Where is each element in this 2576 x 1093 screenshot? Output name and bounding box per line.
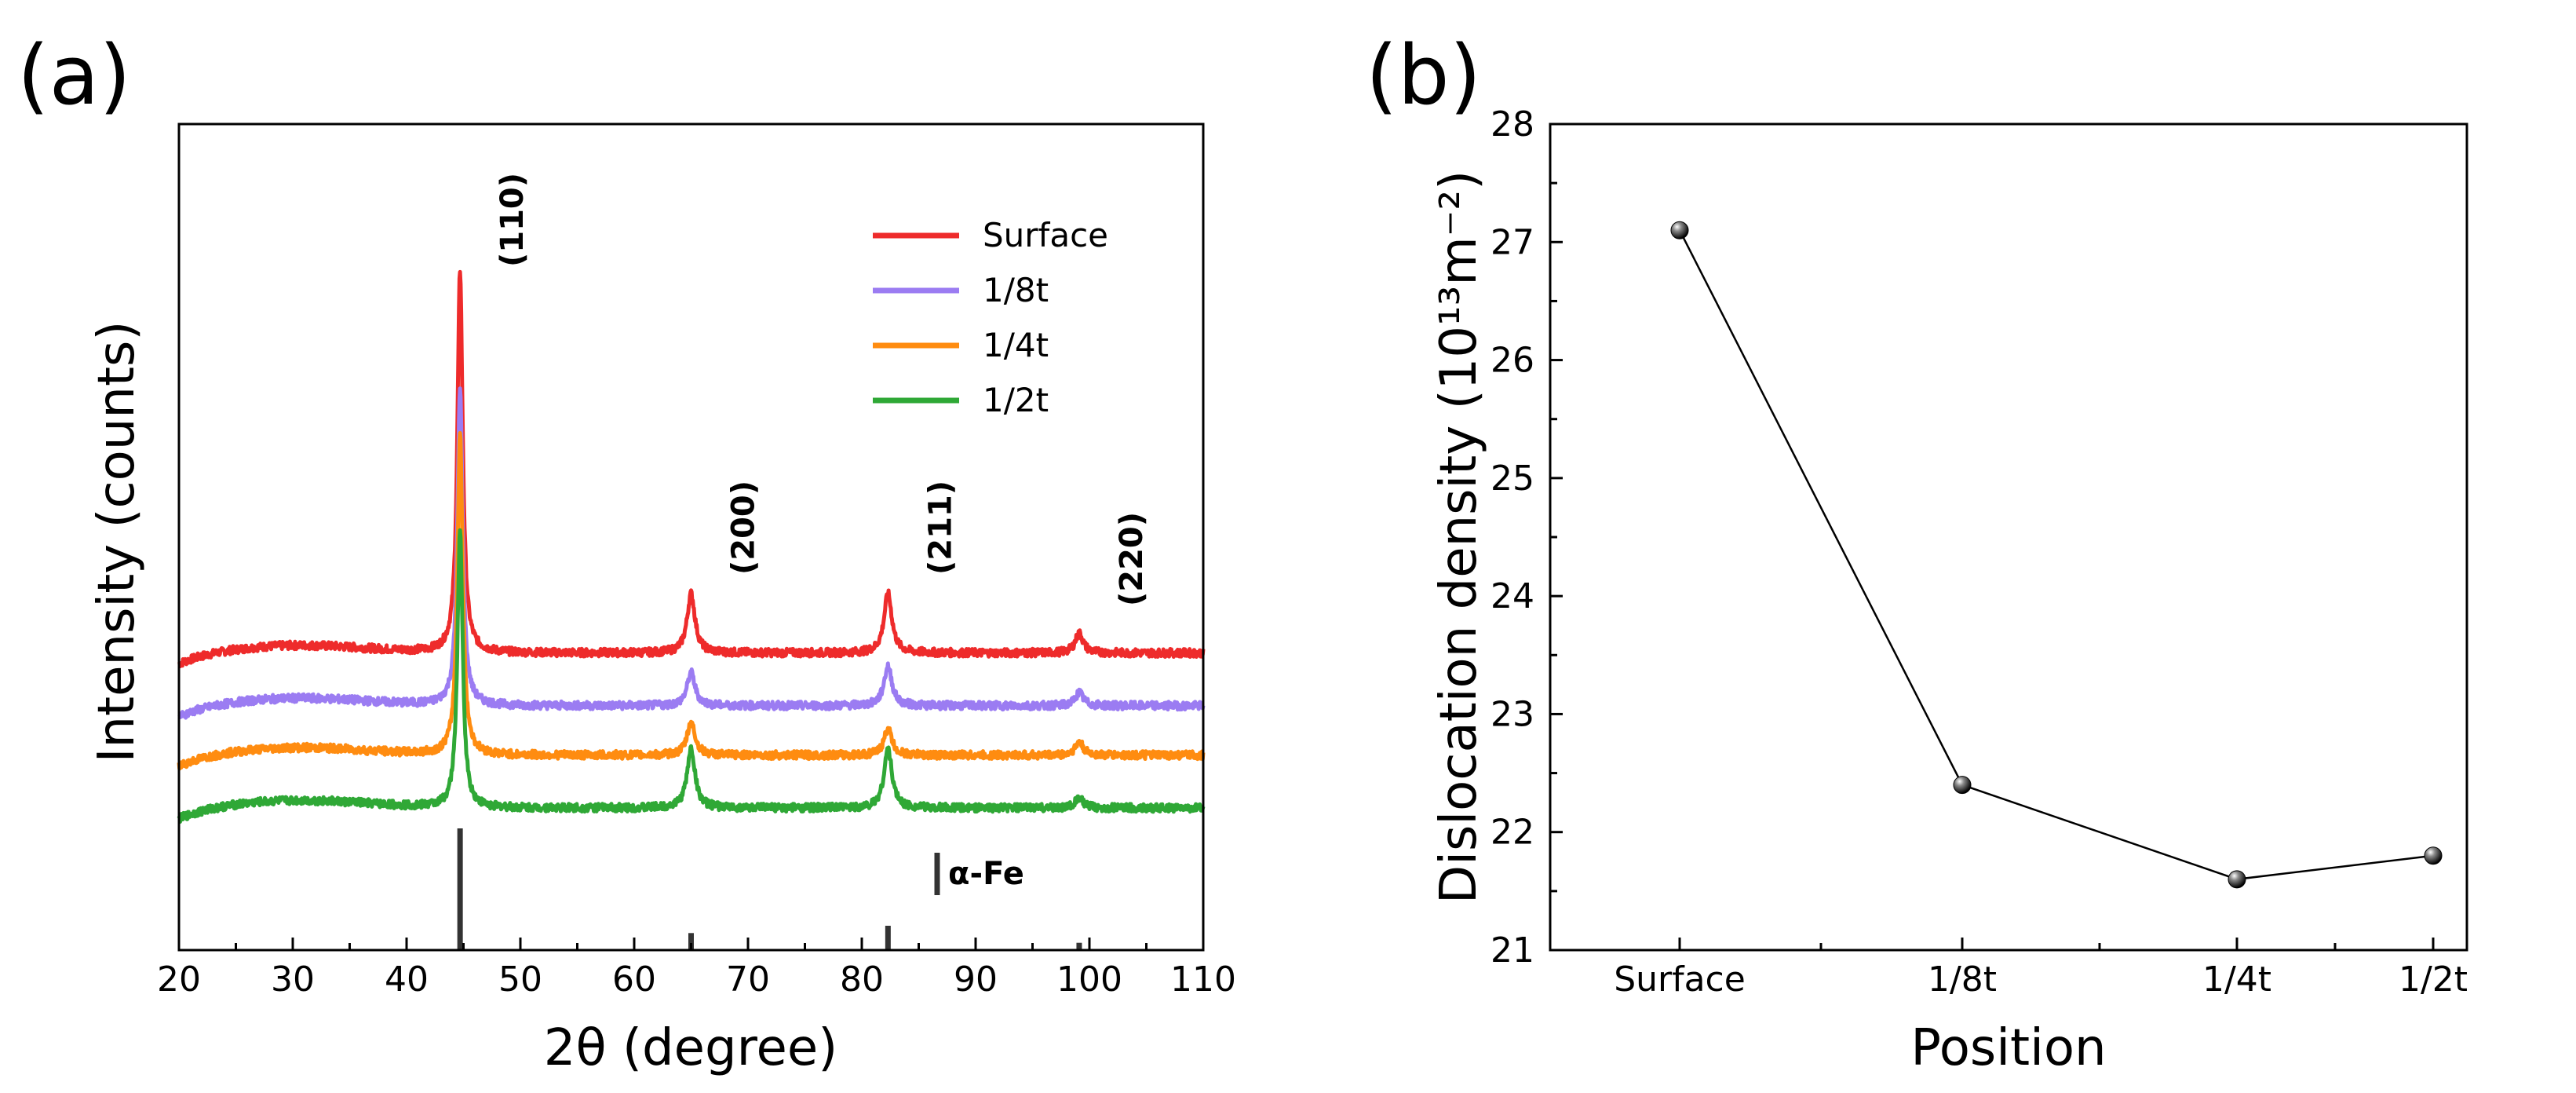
peak-label: (211)	[922, 481, 958, 575]
dislocation-panel: (b) 21 22 23 24 25 26 27 28 Surface 1/8t 1/4t 1/2t…	[1366, 27, 2468, 1077]
dislocation-y-axis-label: Dislocation density (10¹³m⁻²)	[1430, 170, 1488, 904]
legend-label: 1/8t	[983, 271, 1049, 309]
dislocation-y-tick-label: 28	[1491, 104, 1534, 144]
xrd-x-tick-label: 30	[271, 960, 315, 1000]
xrd-x-axis-label: 2θ (degree)	[544, 1019, 837, 1077]
dislocation-x-tick-label: 1/2t	[2399, 960, 2468, 1000]
xrd-legend: Surface 1/8t 1/4t 1/2t	[873, 216, 1108, 419]
xrd-x-tick-label: 20	[157, 960, 201, 1000]
xrd-x-tick-label: 90	[954, 960, 998, 1000]
dislocation-point	[2228, 870, 2246, 889]
dislocation-y-tick-label: 23	[1491, 694, 1534, 734]
dislocation-x-tick-label: Surface	[1614, 960, 1746, 1000]
dislocation-point	[1953, 776, 1972, 795]
xrd-panel: (a) 20 30 40 50 60 70 80 90 100 110 (110) (200) (21…	[17, 27, 1236, 1077]
dislocation-x-axis-label: Position	[1910, 1019, 2106, 1077]
panel-a-label: (a)	[17, 27, 131, 123]
dislocation-x-tick-label: 1/4t	[2202, 960, 2271, 1000]
dislocation-point	[1670, 221, 1689, 239]
dislocation-series	[1670, 221, 2443, 889]
legend-label: 1/4t	[983, 326, 1049, 364]
xrd-series-line	[177, 386, 1206, 720]
dislocation-y-ticks: 21 22 23 24 25 26 27 28	[1491, 104, 1563, 971]
dislocation-y-tick-label: 25	[1491, 459, 1534, 499]
xrd-x-tick-label: 100	[1056, 960, 1122, 1000]
xrd-series-group	[177, 269, 1206, 824]
xrd-series-line	[177, 431, 1206, 771]
xrd-x-tick-label: 40	[385, 960, 429, 1000]
alpha-fe-legend-label: α-Fe	[948, 856, 1024, 892]
dislocation-y-tick-label: 22	[1491, 813, 1534, 853]
xrd-x-tick-label: 110	[1170, 960, 1236, 1000]
peak-labels-group: (110) (200) (211) (220)	[494, 173, 1150, 606]
xrd-y-axis-label: Intensity (counts)	[88, 321, 146, 763]
dislocation-y-tick-label: 27	[1491, 222, 1534, 262]
xrd-x-ticks: 20 30 40 50 60 70 80 90 100 110	[157, 938, 1236, 1000]
legend-label: 1/2t	[983, 381, 1049, 419]
dislocation-point	[2424, 846, 2443, 865]
xrd-x-tick-label: 60	[612, 960, 656, 1000]
panel-b-label: (b)	[1366, 27, 1481, 123]
peak-label: (200)	[726, 481, 762, 575]
xrd-x-tick-label: 50	[498, 960, 542, 1000]
dislocation-y-tick-label: 24	[1491, 576, 1534, 616]
xrd-x-tick-label: 70	[726, 960, 770, 1000]
dislocation-x-tick-label: 1/8t	[1928, 960, 1997, 1000]
dislocation-y-tick-label: 21	[1491, 930, 1534, 971]
dislocation-x-ticks: Surface 1/8t 1/4t 1/2t	[1614, 938, 2468, 1000]
xrd-series-line	[177, 528, 1206, 824]
dislocation-y-tick-label: 26	[1491, 341, 1534, 381]
dislocation-line	[1678, 229, 2434, 881]
legend-label: Surface	[983, 216, 1108, 254]
peak-label: (110)	[494, 173, 531, 267]
xrd-series-line	[177, 269, 1206, 669]
xrd-x-tick-label: 80	[840, 960, 884, 1000]
peak-label: (220)	[1114, 512, 1150, 606]
